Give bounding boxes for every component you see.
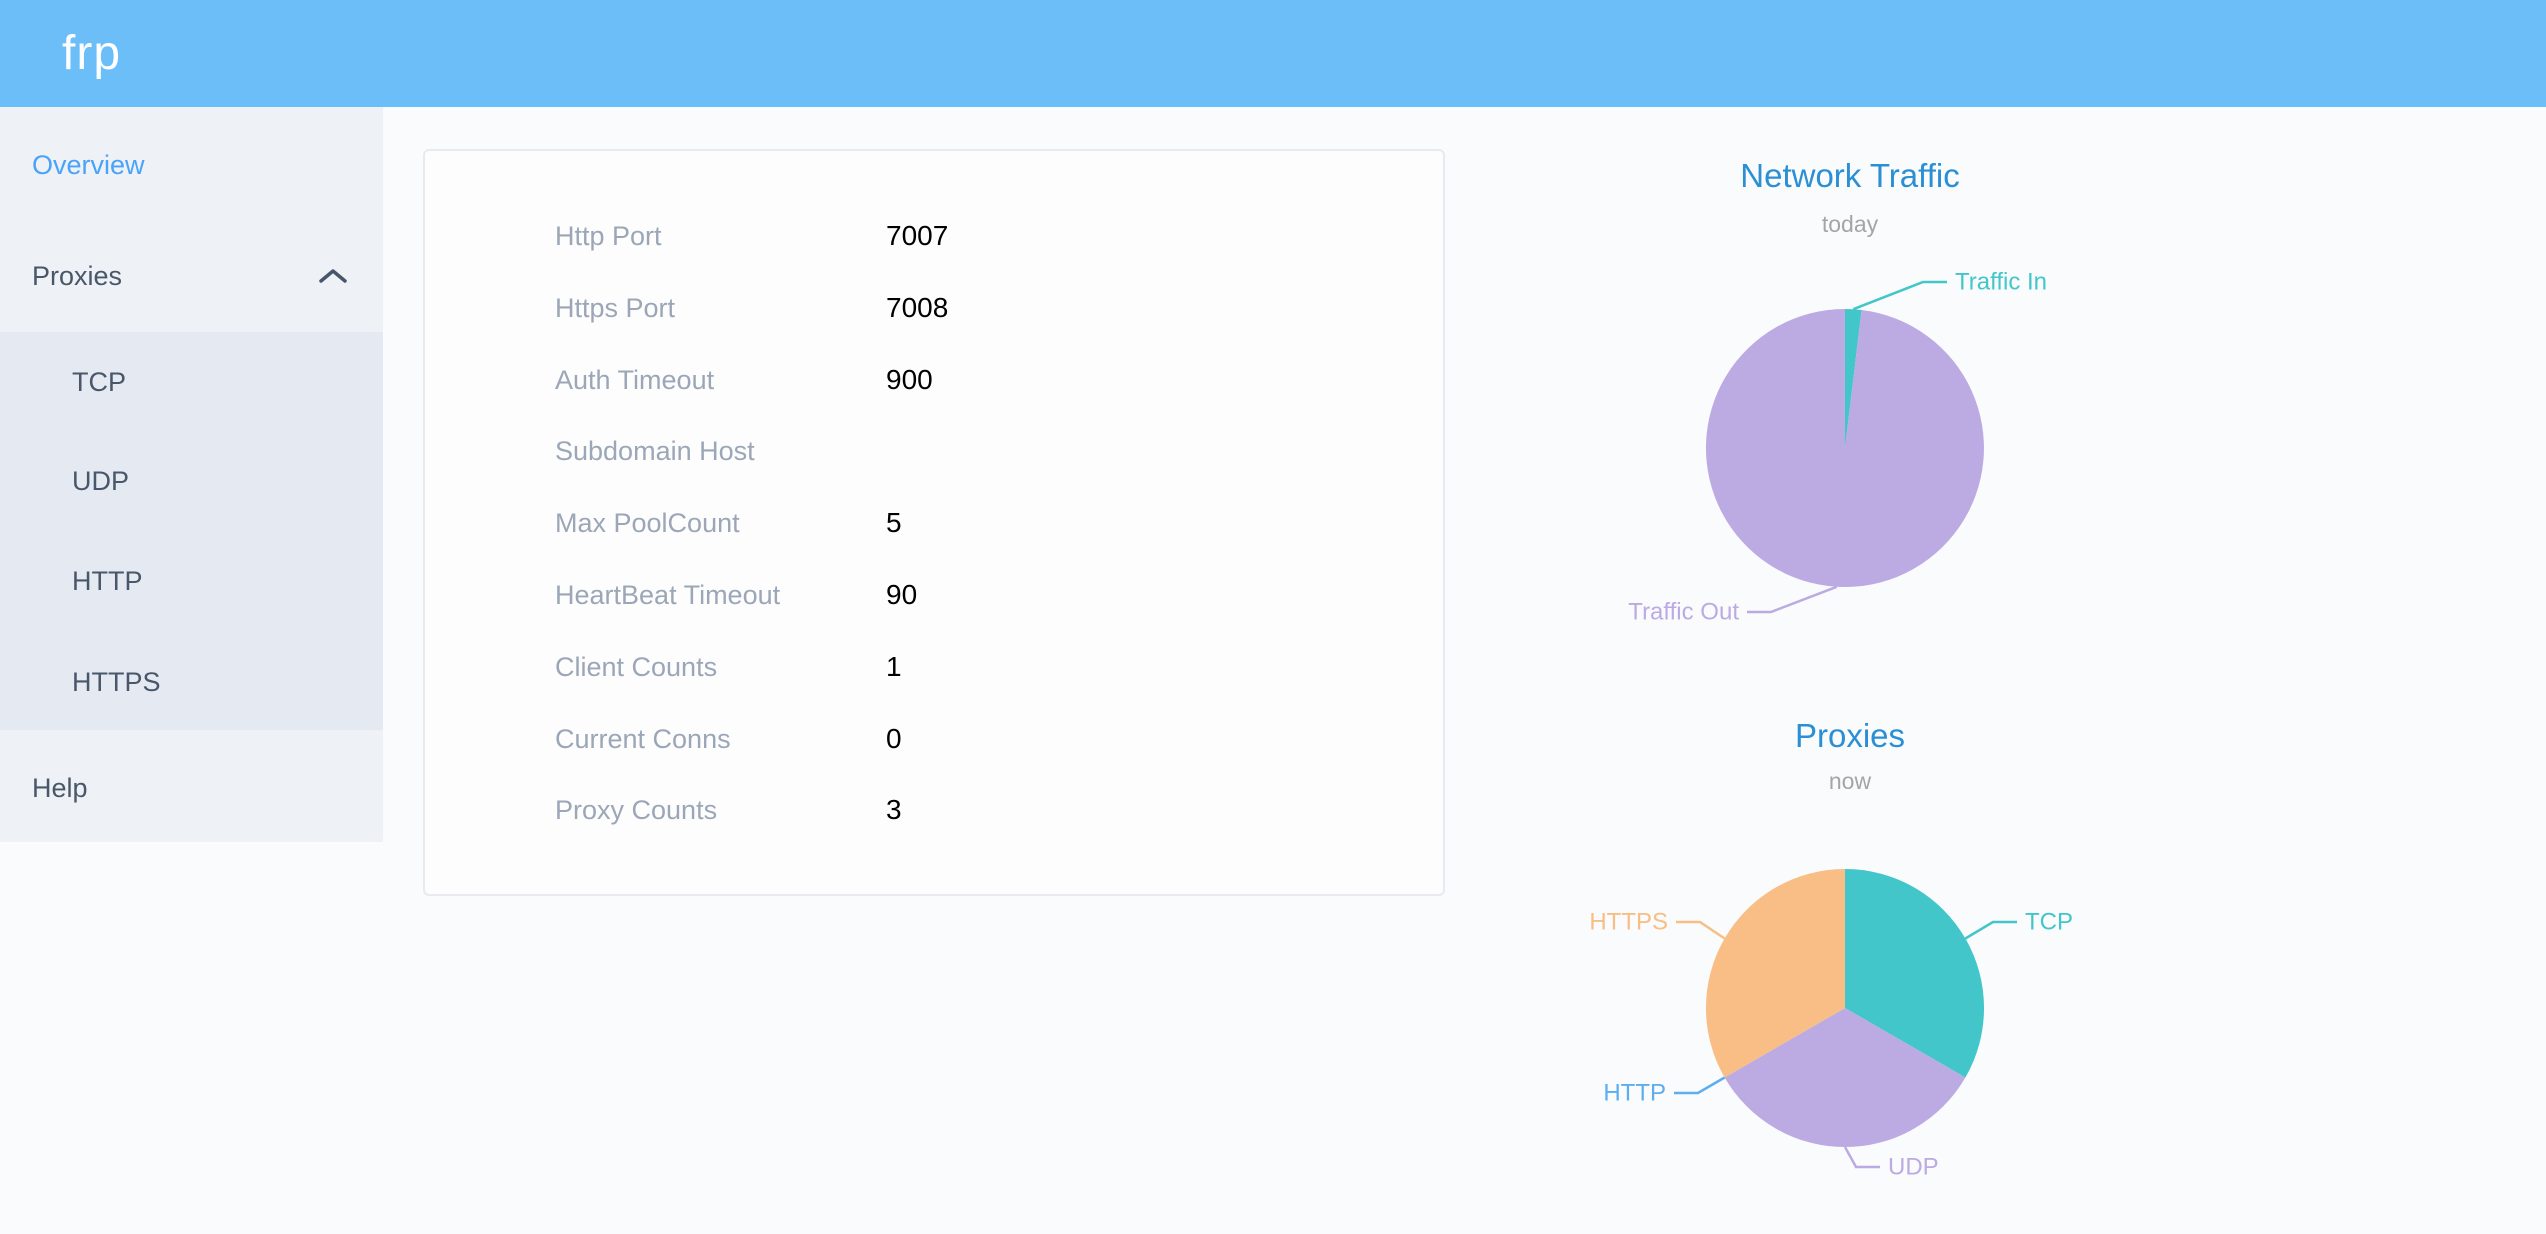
info-label: Subdomain Host bbox=[555, 436, 755, 466]
pie-label-udp: UDP bbox=[1888, 1154, 1939, 1181]
info-label: Max PoolCount bbox=[555, 508, 740, 538]
frp-logo: frp bbox=[62, 27, 122, 80]
network-traffic-chart-title: Network Traffic bbox=[1740, 157, 1960, 194]
chevron-up-icon[interactable] bbox=[318, 267, 348, 285]
info-label: Http Port bbox=[555, 221, 662, 251]
sidebar-item-overview[interactable]: Overview bbox=[0, 147, 383, 183]
info-label: Proxy Counts bbox=[555, 795, 718, 825]
server-info-card: Http Port 7007 Https Port 7008 Auth Timeout 9… bbox=[423, 149, 1445, 896]
pie-slice-tcp[interactable] bbox=[1845, 869, 1985, 1078]
sidebar: Overview Proxies TCP UDP HTTP HTTPS Help bbox=[0, 107, 383, 842]
info-value: 3 bbox=[886, 794, 902, 825]
pie-label-https: HTTPS bbox=[1589, 909, 1668, 936]
sidebar-item-proxies[interactable]: Proxies bbox=[0, 258, 383, 294]
network-traffic-chart-subtitle: today bbox=[1821, 211, 1879, 237]
pie-label-line-http bbox=[1674, 1076, 1726, 1095]
info-label: Current Conns bbox=[555, 724, 731, 754]
info-label: HeartBeat Timeout bbox=[555, 580, 781, 610]
info-label: Https Port bbox=[555, 293, 676, 323]
pie-slice-https[interactable] bbox=[1705, 869, 1845, 1078]
pie-label-line-https bbox=[1676, 920, 1726, 940]
pie-label-tcp: TCP bbox=[2025, 909, 2073, 936]
pie-label-traffic-in: Traffic In bbox=[1955, 269, 2047, 296]
sidebar-subitem-udp[interactable]: UDP bbox=[0, 463, 383, 499]
proxies-chart-title: Proxies bbox=[1794, 717, 1906, 754]
proxies-pie: TCP UDP HTTP HTTPS bbox=[1589, 869, 2073, 1181]
sidebar-subitem-https[interactable]: HTTPS bbox=[0, 664, 383, 700]
info-value: 5 bbox=[886, 507, 902, 538]
pie-slice-udp[interactable] bbox=[1724, 1008, 1966, 1148]
sidebar-subitem-https-label: HTTPS bbox=[72, 667, 161, 697]
info-value: 7008 bbox=[886, 292, 949, 323]
sidebar-item-help[interactable]: Help bbox=[0, 770, 383, 806]
sidebar-subitem-udp-label: UDP bbox=[72, 466, 130, 496]
network-traffic-pie: Traffic In Traffic Out bbox=[1628, 269, 2047, 626]
pie-label-http: HTTP bbox=[1603, 1080, 1666, 1107]
sidebar-item-overview-label: Overview bbox=[32, 150, 145, 180]
sidebar-subitem-http-label: HTTP bbox=[72, 566, 143, 596]
pie-label-line-udp bbox=[1843, 1146, 1880, 1169]
sidebar-submenu-proxies: TCP UDP HTTP HTTPS bbox=[0, 332, 383, 730]
pie-label-line-traffic-out bbox=[1747, 585, 1838, 614]
pie-label-traffic-out: Traffic Out bbox=[1628, 599, 1739, 626]
info-label: Auth Timeout bbox=[555, 365, 715, 395]
app-header: frp bbox=[0, 0, 2546, 107]
sidebar-subitem-http[interactable]: HTTP bbox=[0, 563, 383, 599]
sidebar-item-proxies-label: Proxies bbox=[32, 261, 123, 291]
proxies-chart-subtitle: now bbox=[1828, 768, 1872, 794]
info-value: 1 bbox=[886, 651, 902, 682]
sidebar-subitem-tcp-label: TCP bbox=[72, 367, 126, 397]
sidebar-help-block: Help bbox=[0, 730, 383, 842]
pie-label-line-tcp bbox=[1964, 920, 2017, 940]
pie-label-line-traffic-in bbox=[1852, 280, 1947, 311]
info-value: 7007 bbox=[886, 220, 949, 251]
pie-slice-traffic-out[interactable] bbox=[1705, 309, 1984, 588]
info-value: 90 bbox=[886, 579, 918, 610]
info-label: Client Counts bbox=[555, 652, 718, 682]
info-value: 0 bbox=[886, 723, 902, 754]
sidebar-subitem-tcp[interactable]: TCP bbox=[0, 364, 383, 400]
sidebar-item-help-label: Help bbox=[32, 773, 88, 803]
pie-slice-traffic-in[interactable] bbox=[1845, 309, 1862, 448]
info-value: 900 bbox=[886, 364, 933, 395]
